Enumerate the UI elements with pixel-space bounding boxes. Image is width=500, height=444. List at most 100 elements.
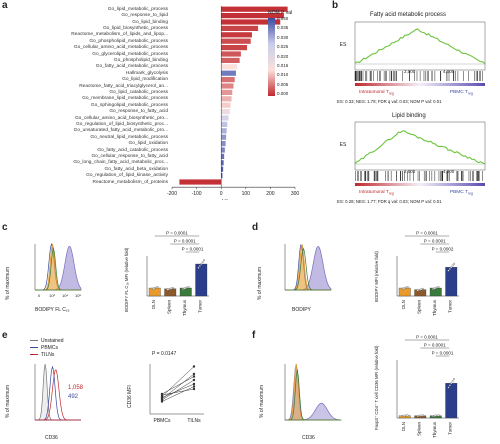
panel-c: c % of maximum 0 10³ 10⁴ 10⁵ BODIPY FL C₁₆ … <box>0 222 240 322</box>
p-value-label: P = 0.0001 <box>416 231 438 236</box>
gene-set-label: Go_cellular_amino_acid_metabolic_process <box>73 45 168 51</box>
panel-a: a Go_lipid_metabolic_process Go_response_… <box>0 0 300 200</box>
gene-set-label: Go_regulation_of_lipid_kinase_activity <box>86 173 168 179</box>
legend-item: Unstained <box>30 338 64 345</box>
panel-f-hist-ylabel: % of maximum <box>259 384 265 418</box>
bar-14 <box>221 89 233 95</box>
panel-b-label: b <box>332 0 339 11</box>
gene-set-label: Reactome_metabolism_of_lipids_and_lipop.… <box>71 32 168 38</box>
gene-set-label: Go_fatty_acid_catabolic_process <box>97 147 168 153</box>
bar-6 <box>221 38 251 44</box>
panel-d-histogram <box>284 244 332 291</box>
gene-set-label: Go_unsaturated_fatty_acid_metabolic_pro.… <box>73 128 168 134</box>
paired-line <box>161 383 195 398</box>
paired-line <box>161 366 195 397</box>
gsea-plot1-stats: ES: 0.33; NES: 1.78; FDR q val: 0.03; NO… <box>337 99 442 104</box>
panel-e-pval: P = 0.0147 <box>152 351 177 357</box>
gsea-right-sub: reg <box>468 192 473 196</box>
category-label: Tumor <box>447 300 452 313</box>
gene-set-label: Go_lipid_biosynthetic_process <box>102 26 168 31</box>
panel-f-bar-ylabel: Foxp3⁺ CD4⁺ T cell CD36 MFI (relative fo… <box>374 345 379 430</box>
pair-category-label: PBMCs <box>154 418 171 424</box>
hist-curve-unstained <box>34 363 81 421</box>
legend-label: PBMCs <box>41 345 58 351</box>
pval-legend-title: NOM P val <box>268 10 293 16</box>
colorbar-tick-label: 0.040 <box>277 16 289 21</box>
bar-26 <box>221 166 224 172</box>
gene-set-label: Go_regulation_of_lipid_biosynthetic_proc… <box>75 122 168 127</box>
panel-b: b Fatty acid metabolic process ES 2,000 4,… <box>320 0 500 204</box>
data-point <box>187 286 190 288</box>
bar-17 <box>221 109 230 115</box>
panel-c-label: c <box>2 222 8 233</box>
rank-gradient-bar <box>355 183 485 186</box>
category-label: Thymus <box>182 299 187 316</box>
gene-set-label: Go_phospholipid_metabolic_process <box>89 38 168 44</box>
hist-xtick-label: 10⁵ <box>75 293 81 298</box>
hist-xtick-label: 10⁴ <box>62 293 68 298</box>
colorbar-tick-label: 0.010 <box>277 72 289 78</box>
bar-2 <box>221 13 284 19</box>
gene-set-label: Go_cellular_amino_acid_biosynthetic_pro.… <box>74 115 168 121</box>
tiln-point <box>192 385 196 388</box>
hist-curve-purple <box>285 245 332 291</box>
bar-18 <box>221 115 229 121</box>
gene-set-label: Go_lipid_modification <box>122 77 168 83</box>
bar-spleen <box>414 289 427 297</box>
rank-gradient-bar <box>355 83 485 86</box>
bar-16 <box>221 102 231 108</box>
panel-a-label: a <box>2 0 8 11</box>
p-value-label: P = 0.0001 <box>166 231 188 236</box>
data-point <box>451 380 454 383</box>
panel-c-histogram: 0 10³ 10⁴ 10⁵ <box>34 242 81 298</box>
gene-set-label: Go_sphingolipid_metabolic_process <box>90 102 168 108</box>
panel-c-hist-xlabel: BODIPY FL C₁₆ <box>35 307 70 313</box>
paired-line <box>161 376 195 395</box>
pbmc-point <box>160 396 164 399</box>
enrichment-score-curve <box>354 130 486 165</box>
panel-e-hist-xlabel: CD36 <box>45 435 58 441</box>
colorbar-tick-label: 0.035 <box>277 25 289 31</box>
category-label: DLN <box>151 300 156 309</box>
gene-set-label: Go_lipid_binding <box>132 19 168 25</box>
gene-set-label: Go_phospholipid_binding <box>113 58 168 63</box>
panel-c-hist-ylabel: % of maximum <box>5 266 11 300</box>
x-tick-label: 300 <box>291 191 300 197</box>
panel-f-hist-xlabel: CD36 <box>302 435 315 441</box>
category-label: Spleen <box>166 300 171 315</box>
panel-e-histogram <box>34 363 81 421</box>
tiln-point <box>192 365 196 368</box>
x-tick-label: -100 <box>192 191 202 197</box>
panel-d-bar-ylabel: BODIPY MFI (relative fold) <box>374 251 379 302</box>
x-tick-label: 0 <box>220 191 223 197</box>
hist-curve-green <box>285 369 341 421</box>
gsea-plot1-title: Fatty acid metabolic process <box>370 12 447 18</box>
bar-spleen <box>164 288 177 297</box>
legend-label: TILNs <box>41 352 55 358</box>
category-label: Spleen <box>416 422 421 437</box>
legend-swatch <box>30 339 38 342</box>
bar-9 <box>221 57 240 63</box>
colorbar-tick-label: 0.000 <box>277 91 289 97</box>
panel-d-label: d <box>252 222 259 233</box>
panel-e-paired-plot: PBMCs TILNs <box>149 364 204 424</box>
gene-set-label: Go_long_chain_fatty_acid_metabolic_proc.… <box>73 160 168 166</box>
pval-colorbar <box>268 18 275 96</box>
tiln-point <box>192 372 196 376</box>
gene-set-label: Go_fatty_acid_beta_oxidation <box>104 166 168 172</box>
panel-e-bar-ylabel: CD36 MFI <box>127 385 133 408</box>
data-point <box>447 386 450 389</box>
data-point <box>448 384 451 387</box>
bar-13 <box>221 83 234 89</box>
panel-c-bar-chart: DLN Spleen Thymus Tumor P = 0.0001 P = 0.0001… <box>146 231 209 316</box>
bar-4 <box>221 25 259 31</box>
bar-27 <box>221 173 223 179</box>
category-label: Spleen <box>416 300 421 315</box>
panel-d-hist-xlabel: BODIPY <box>292 307 311 313</box>
data-point <box>197 266 200 269</box>
bar-3 <box>221 19 281 25</box>
tiln-point <box>192 382 196 386</box>
bar-11 <box>221 70 236 76</box>
data-point <box>172 286 175 289</box>
gene-set-label: Go_lipid_catabolic_process <box>109 90 168 95</box>
